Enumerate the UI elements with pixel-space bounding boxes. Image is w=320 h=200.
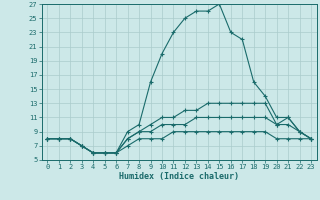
X-axis label: Humidex (Indice chaleur): Humidex (Indice chaleur) bbox=[119, 172, 239, 181]
